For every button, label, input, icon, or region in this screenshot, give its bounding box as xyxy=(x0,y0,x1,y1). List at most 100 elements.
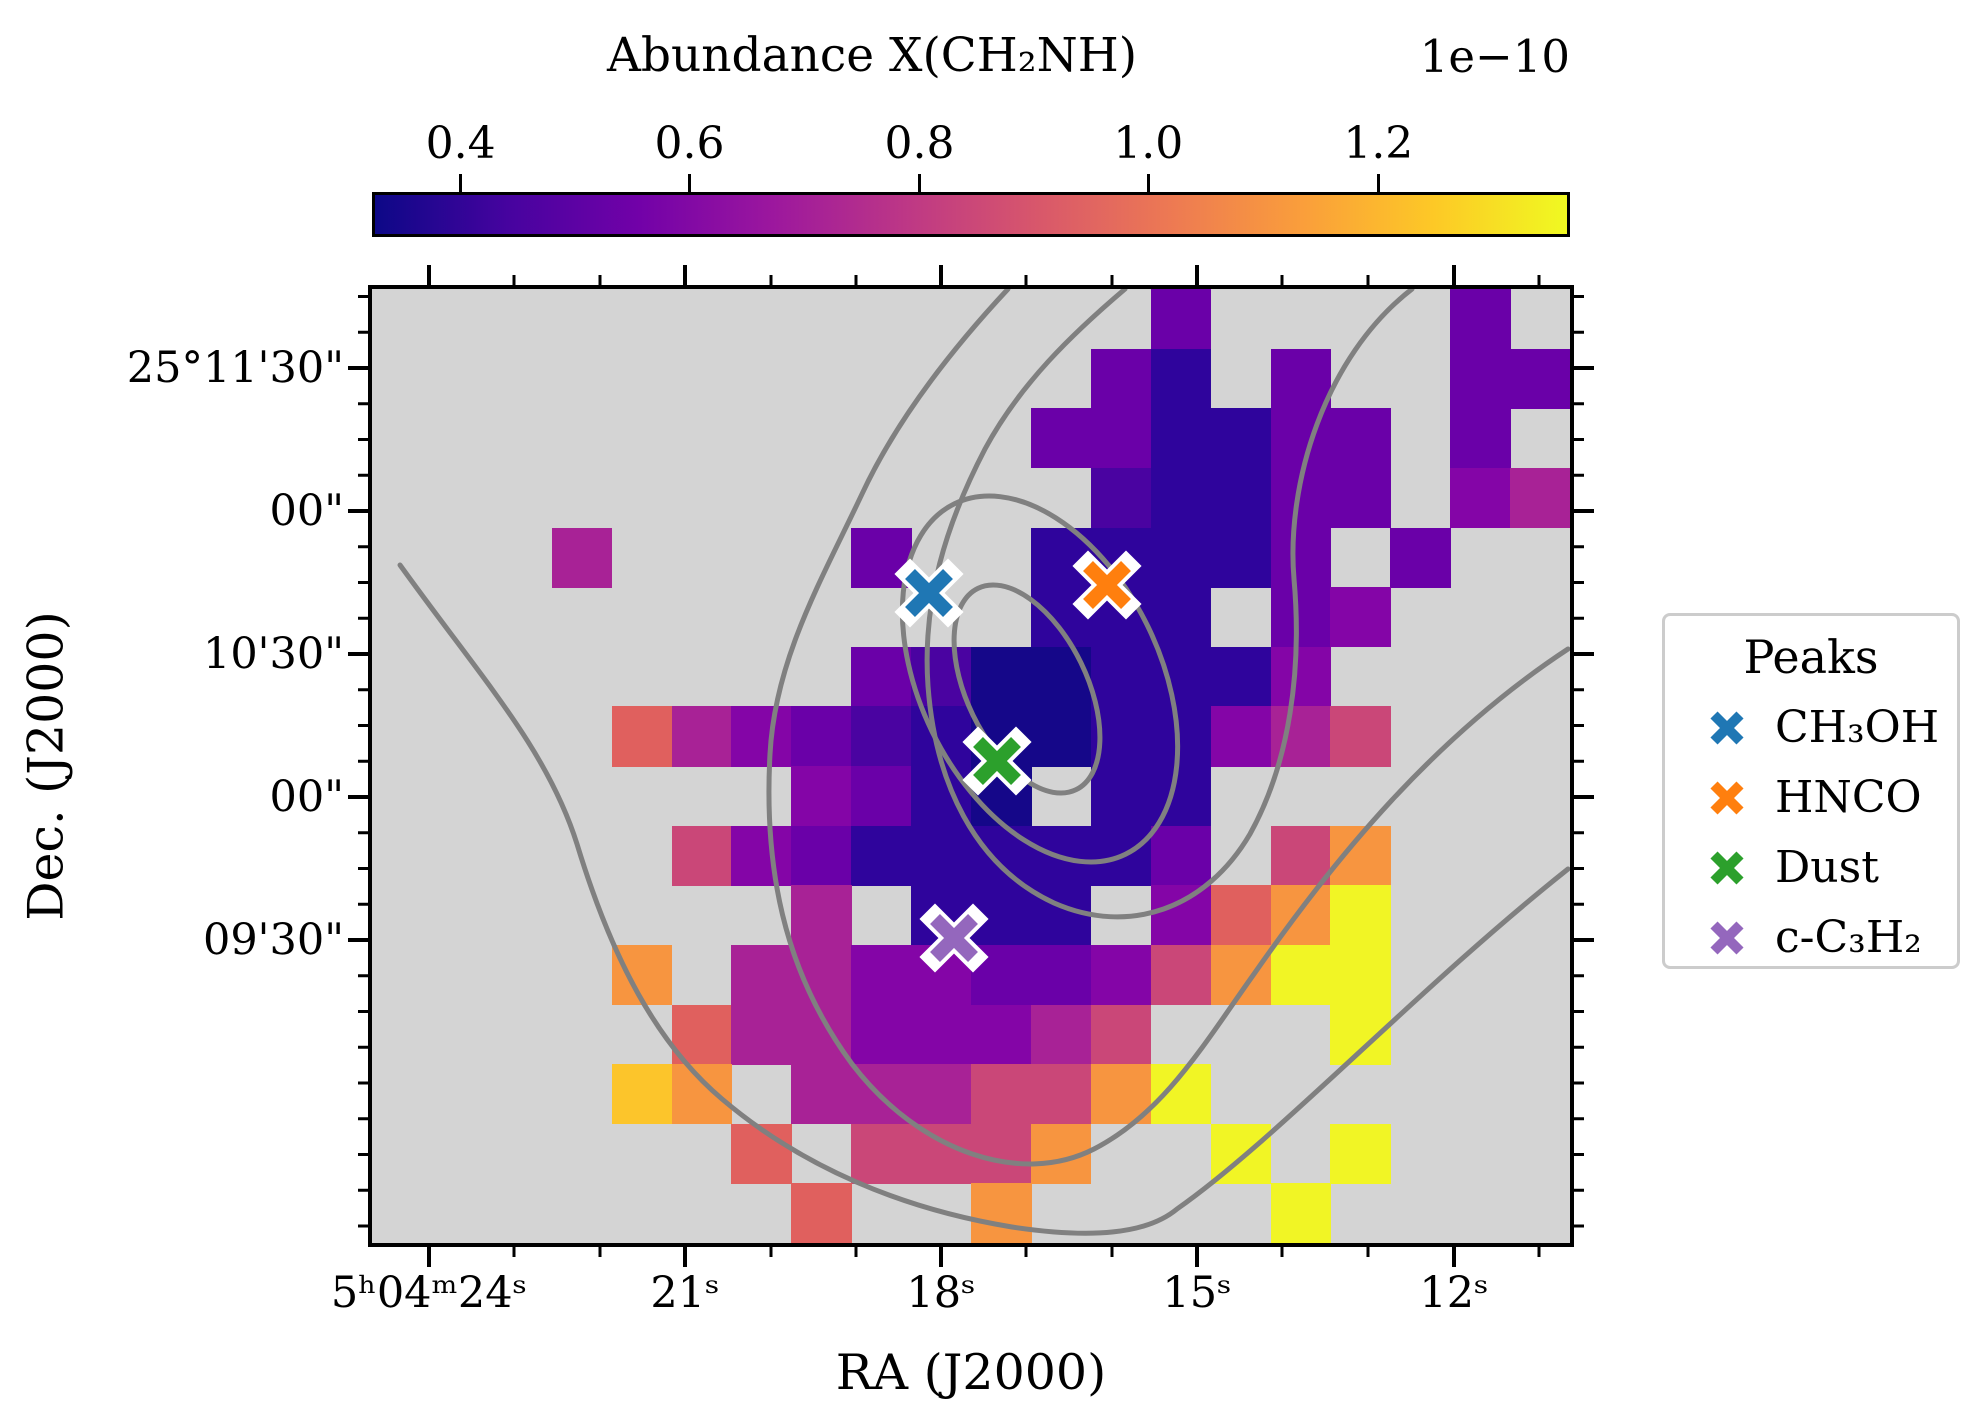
heatmap-cell xyxy=(671,1064,732,1125)
heatmap-cells xyxy=(372,289,1570,1243)
heatmap-cell xyxy=(1270,1183,1331,1243)
colorbar-tick-label: 1.2 xyxy=(1343,118,1414,169)
heatmap-cell xyxy=(731,1004,792,1065)
contour-ring xyxy=(899,493,1181,865)
heatmap-cell xyxy=(731,944,792,1006)
heatmap-cell xyxy=(1450,467,1511,529)
y-axis-label: Dec. (J2000) xyxy=(17,611,75,921)
heatmap-cell xyxy=(911,1004,972,1065)
heatmap-cell xyxy=(1090,408,1152,469)
peak-marker-ch3oh-glyph xyxy=(905,569,953,617)
heatmap-cell xyxy=(1150,706,1212,767)
colorbar-tick-label: 1.0 xyxy=(1113,118,1184,169)
heatmap-cell xyxy=(1510,467,1570,529)
heatmap-cell xyxy=(1270,587,1331,648)
contour-line xyxy=(397,562,1571,1236)
heatmap-cell xyxy=(1330,944,1391,1006)
heatmap-cell xyxy=(851,646,912,707)
peak-marker-cc3h2-glyph xyxy=(930,914,978,962)
heatmap-cell xyxy=(851,1004,912,1065)
legend-marker-ch3oh xyxy=(1703,704,1751,752)
heatmap-cell xyxy=(971,1064,1032,1125)
heatmap-cell xyxy=(1270,825,1331,886)
heatmap-cell xyxy=(1270,646,1331,707)
x-tick-label: 5ʰ04ᵐ24ˢ xyxy=(330,1268,528,1318)
heatmap-cell xyxy=(671,825,732,886)
heatmap-cell xyxy=(1030,408,1092,469)
heatmap-cell xyxy=(971,1183,1032,1243)
legend-item-cc3h2: c-C₃H₂ xyxy=(1665,908,1957,968)
heatmap-cell xyxy=(1210,706,1272,767)
legend-marker-icon xyxy=(1703,704,1751,752)
contour-line xyxy=(766,286,1571,1167)
heatmap-cell xyxy=(1150,408,1212,469)
legend-marker-ch3oh-glyph xyxy=(1710,711,1744,745)
colorbar-tick-label: 0.8 xyxy=(884,118,955,169)
heatmap-cell xyxy=(1090,944,1152,1006)
heatmap-cell xyxy=(731,825,792,886)
heatmap-cell xyxy=(971,1123,1032,1184)
heatmap-cell xyxy=(1150,467,1212,529)
heatmap-cell xyxy=(1030,1004,1092,1065)
x-tick-label: 15ˢ xyxy=(1162,1268,1232,1318)
legend-item-dust: Dust xyxy=(1665,838,1957,898)
heatmap-cell xyxy=(851,1123,912,1184)
heatmap-cell xyxy=(1030,706,1092,767)
legend-item-hnco: HNCO xyxy=(1665,768,1957,828)
heatmap-cell xyxy=(1030,1064,1092,1125)
legend-marker-cc3h2 xyxy=(1703,914,1751,962)
colorbar-offset-label: 1e−10 xyxy=(1419,30,1570,83)
heatmap-cell xyxy=(1270,348,1331,409)
heatmap-cell xyxy=(1210,885,1272,946)
heatmap-cell xyxy=(1150,348,1212,409)
colorbar-tick xyxy=(459,174,463,192)
legend-marker-icon xyxy=(1703,844,1751,892)
heatmap-cell xyxy=(911,1064,972,1125)
legend: Peaks CH₃OH HNCO Dust c-C₃H₂ xyxy=(1662,613,1960,969)
legend-marker-icon xyxy=(1703,774,1751,822)
heatmap-cell xyxy=(851,825,912,886)
legend-marker-hnco xyxy=(1703,774,1751,822)
colorbar-gradient xyxy=(372,192,1570,237)
legend-marker-dust-glyph xyxy=(1710,851,1744,885)
legend-marker-hnco-glyph xyxy=(1710,781,1744,815)
heatmap-cell xyxy=(1150,527,1212,588)
heatmap-cell xyxy=(1210,646,1272,707)
heatmap-cell xyxy=(1330,467,1391,529)
heatmap-cell xyxy=(1150,289,1212,350)
heatmap-cell xyxy=(1450,289,1511,350)
heatmap-cell xyxy=(791,1183,852,1243)
heatmap-cell xyxy=(1150,587,1212,648)
x-tick-label: 18ˢ xyxy=(906,1268,976,1318)
colorbar-tick xyxy=(687,174,691,192)
heatmap-cell xyxy=(1090,348,1152,409)
heatmap-cell xyxy=(1210,527,1272,588)
heatmap-cell xyxy=(1330,1123,1391,1184)
x-tick-label: 12ˢ xyxy=(1419,1268,1489,1318)
heatmap-cell xyxy=(791,706,852,767)
plot-area xyxy=(348,265,1594,1267)
legend-item-label: Dust xyxy=(1775,842,1879,893)
heatmap-cell xyxy=(731,706,792,767)
heatmap-cell xyxy=(1210,467,1272,529)
colorbar-tick xyxy=(1146,174,1150,192)
contours-and-markers-layer xyxy=(397,286,1571,1236)
x-tick-label: 21ˢ xyxy=(650,1268,720,1318)
peak-marker-hnco-glyph xyxy=(1083,561,1131,609)
peak-marker-dust xyxy=(962,726,1032,796)
heatmap-cell xyxy=(1330,408,1391,469)
legend-item-label: c-C₃H₂ xyxy=(1775,912,1922,963)
legend-item-label: HNCO xyxy=(1775,772,1922,823)
heatmap-cell xyxy=(1450,348,1511,409)
heatmap-cell xyxy=(1450,408,1511,469)
heatmap-cell xyxy=(1510,348,1570,409)
peak-marker-ch3oh xyxy=(894,558,964,628)
peak-marker-cc3h2 xyxy=(919,903,989,973)
heatmap-cell xyxy=(851,766,912,827)
heatmap-cell xyxy=(1090,1004,1152,1065)
heatmap-cell xyxy=(791,766,852,827)
contour-ring xyxy=(951,582,1103,796)
colorbar-tick-label: 0.6 xyxy=(654,118,725,169)
colorbar-tick-label: 0.4 xyxy=(425,118,496,169)
